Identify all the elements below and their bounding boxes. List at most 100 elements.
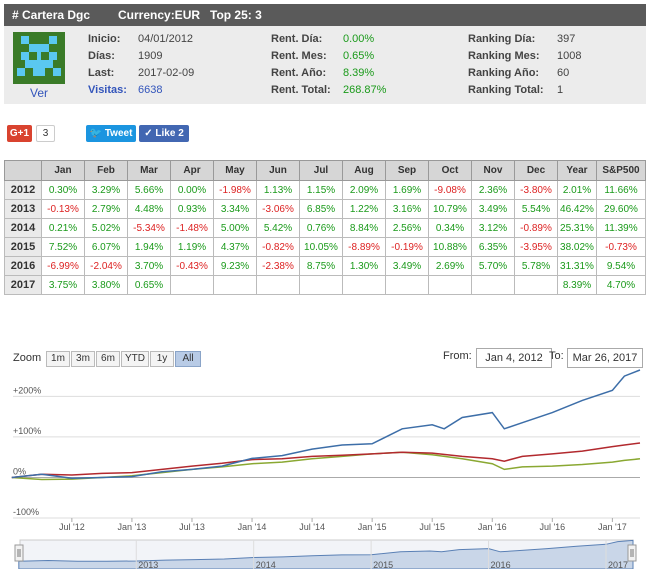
rent-dia-label: Rent. Día:	[271, 33, 323, 45]
performance-chart[interactable]: +200%+100%0%-100% Jul '12 Jan '13 Jul '13 J…	[0, 368, 650, 569]
view-profile-link[interactable]: Ver	[29, 86, 48, 100]
portfolio-name[interactable]: # Cartera Dgc	[12, 8, 91, 22]
return-cell	[213, 275, 257, 295]
return-cell: 1.94%	[127, 237, 171, 257]
return-cell: 0.21%	[41, 218, 85, 238]
navigator-year-label: 2017	[608, 560, 628, 569]
table-row: 2012 0.30% 3.29% 5.66% 0.00% -1.98% 1.13% 1.15%…	[4, 180, 646, 200]
portfolio-header: # Cartera Dgc Currency:EUR Top 25: 3	[4, 4, 646, 26]
return-cell: 0.34%	[428, 218, 472, 238]
series-line	[11, 442, 641, 479]
zoom-6m-button[interactable]: 6m	[96, 351, 120, 367]
rent-ano-value: 8.39%	[343, 67, 375, 79]
ranking-mes-value: 1008	[557, 50, 582, 62]
y-tick-label: -100%	[13, 507, 39, 517]
column-header: Sep	[385, 160, 429, 181]
return-cell: -0.13%	[41, 199, 85, 219]
column-header: Jan	[41, 160, 85, 181]
return-cell: 8.39%	[557, 275, 597, 295]
navigator-right-handle[interactable]	[627, 544, 637, 562]
return-cell	[428, 275, 472, 295]
return-cell: 2.69%	[428, 256, 472, 276]
year-column-header	[4, 160, 42, 181]
return-cell	[299, 275, 343, 295]
return-cell: 10.79%	[428, 199, 472, 219]
zoom-1y-button[interactable]: 1y	[150, 351, 174, 367]
return-cell: 2.01%	[557, 180, 597, 200]
rent-dia-value: 0.00%	[343, 33, 375, 45]
column-header: Oct	[428, 160, 472, 181]
return-cell: 3.70%	[127, 256, 171, 276]
y-axis: +200% +100% 0% -100%	[13, 385, 41, 517]
thumbs-up-icon: ✓	[144, 128, 153, 139]
return-cell: 3.80%	[84, 275, 128, 295]
avatar[interactable]	[13, 32, 65, 84]
y-tick-label: +100%	[13, 426, 41, 436]
return-cell: -6.99%	[41, 256, 85, 276]
return-cell: 1.22%	[342, 199, 386, 219]
year-cell: 2016	[4, 256, 42, 276]
google-plus-count: 3	[36, 125, 55, 142]
navigator-left-handle[interactable]	[14, 544, 24, 562]
table-header-row: Jan Feb Mar Apr May Jun Jul Aug Sep Oct Nov Dec Year…	[4, 160, 646, 181]
rent-total-label: Rent. Total:	[271, 84, 331, 96]
ranking-ano-value: 60	[557, 67, 570, 79]
year-cell: 2017	[4, 275, 42, 295]
rent-ano-label: Rent. Año:	[271, 67, 327, 79]
return-cell: 2.36%	[471, 180, 515, 200]
return-cell: -0.82%	[256, 237, 300, 257]
return-cell: 7.52%	[41, 237, 85, 257]
visitas-value: 6638	[138, 84, 163, 96]
x-axis: Jul '12 Jan '13 Jul '13 Jan '14 Jul '14 Jan '…	[59, 518, 627, 532]
return-cell: 4.37%	[213, 237, 257, 257]
return-cell: 46.42%	[557, 199, 597, 219]
return-cell: -1.98%	[213, 180, 257, 200]
return-cell: 4.48%	[127, 199, 171, 219]
visitas-label: Visitas:	[88, 84, 127, 96]
dias-label: Días:	[88, 50, 115, 62]
return-cell: 3.12%	[471, 218, 515, 238]
x-tick-label: Jul '13	[179, 522, 205, 532]
zoom-1m-button[interactable]: 1m	[46, 351, 70, 367]
return-cell: 5.66%	[127, 180, 171, 200]
facebook-like-button[interactable]: ✓ Like 2	[139, 125, 189, 142]
return-cell: -9.08%	[428, 180, 472, 200]
series-line	[11, 369, 641, 480]
year-cell: 2015	[4, 237, 42, 257]
column-header: Feb	[84, 160, 128, 181]
monthly-returns-table: Jan Feb Mar Apr May Jun Jul Aug Sep Oct Nov Dec Year…	[4, 160, 646, 295]
column-header: Nov	[471, 160, 515, 181]
zoom-label: Zoom	[13, 352, 42, 364]
google-plus-button[interactable]: G+1	[7, 125, 32, 142]
column-header: Aug	[342, 160, 386, 181]
x-tick-label: Jul '15	[419, 522, 445, 532]
return-cell: 3.29%	[84, 180, 128, 200]
x-tick-label: Jul '16	[539, 522, 565, 532]
zoom-ytd-button[interactable]: YTD	[121, 351, 149, 367]
return-cell	[385, 275, 429, 295]
zoom-3m-button[interactable]: 3m	[71, 351, 95, 367]
return-cell: 0.76%	[299, 218, 343, 238]
range-navigator[interactable]: 2013 2014 2015 2016 2017	[14, 539, 637, 569]
return-cell: 1.13%	[256, 180, 300, 200]
year-cell: 2012	[4, 180, 42, 200]
return-cell: 6.85%	[299, 199, 343, 219]
currency-label: Currency:EUR	[118, 8, 201, 22]
navigator-series	[18, 539, 634, 569]
return-cell: 29.60%	[596, 199, 646, 219]
tweet-button[interactable]: 🐦 Tweet	[86, 125, 136, 142]
return-cell: 0.93%	[170, 199, 214, 219]
return-cell: 3.16%	[385, 199, 429, 219]
zoom-all-button[interactable]: All	[175, 351, 201, 367]
year-cell: 2014	[4, 218, 42, 238]
return-cell: 6.35%	[471, 237, 515, 257]
return-cell: 1.19%	[170, 237, 214, 257]
last-value: 2017-02-09	[138, 67, 195, 79]
to-date-input[interactable]	[567, 348, 643, 368]
column-header: Apr	[170, 160, 214, 181]
column-header: Jun	[256, 160, 300, 181]
return-cell: 4.70%	[596, 275, 646, 295]
column-header: Mar	[127, 160, 171, 181]
return-cell: 1.30%	[342, 256, 386, 276]
from-date-input[interactable]	[476, 348, 552, 368]
